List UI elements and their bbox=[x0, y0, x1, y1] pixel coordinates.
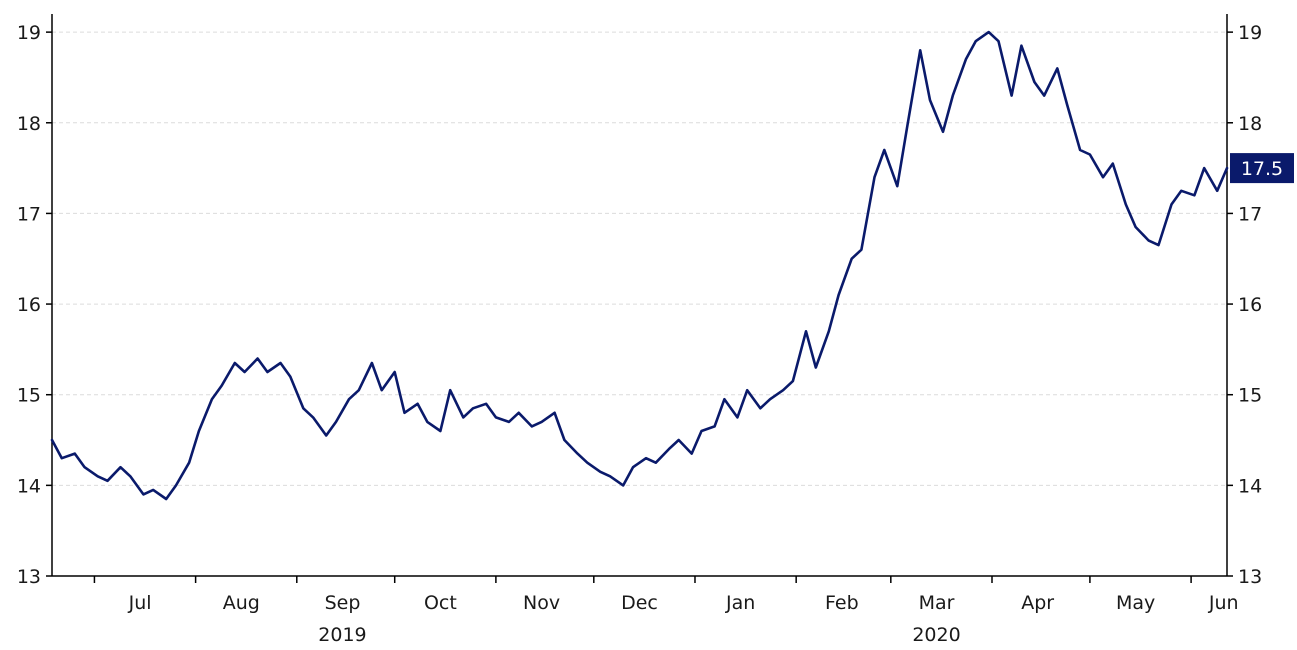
x-tick-label: Nov bbox=[523, 592, 560, 614]
y-tick-label-right: 18 bbox=[1238, 113, 1262, 135]
x-tick-label: Jul bbox=[128, 592, 152, 614]
y-tick-label-left: 13 bbox=[17, 566, 41, 588]
y-tick-label-left: 15 bbox=[17, 385, 41, 407]
x-tick-label: Oct bbox=[424, 592, 457, 614]
x-tick-label: May bbox=[1116, 592, 1155, 614]
last-value-label: 17.5 bbox=[1241, 158, 1283, 180]
x-tick-label: Dec bbox=[621, 592, 658, 614]
last-value-badge: 17.5 bbox=[1230, 153, 1294, 184]
x-tick-label: Feb bbox=[825, 592, 859, 614]
y-tick-label-right: 13 bbox=[1238, 566, 1262, 588]
y-tick-label-left: 16 bbox=[17, 294, 41, 316]
series-line bbox=[50, 30, 1229, 501]
last-value-badge-box bbox=[1230, 153, 1294, 184]
x-tick-label: Mar bbox=[919, 592, 955, 614]
x-tick-label: Apr bbox=[1021, 592, 1054, 614]
y-tick-label-left: 17 bbox=[17, 203, 41, 225]
y-tick-label-left: 18 bbox=[17, 113, 41, 135]
y-tick-label-right: 19 bbox=[1238, 22, 1262, 44]
year-label: 2019 bbox=[318, 624, 366, 646]
y-tick-label-left: 14 bbox=[17, 475, 41, 497]
y-tick-label-right: 14 bbox=[1238, 475, 1262, 497]
x-tick-label: Aug bbox=[223, 592, 260, 614]
x-axis: Jul Aug Sep Oct Nov Dec Jan Feb Mar Apr May Jun 2019… bbox=[93, 576, 1239, 646]
x-tick-label: Jun bbox=[1208, 592, 1239, 614]
y-tick-label-right: 16 bbox=[1238, 294, 1262, 316]
y-tick-label-right: 17 bbox=[1238, 203, 1262, 225]
year-label: 2020 bbox=[912, 624, 960, 646]
y-tick-label-left: 19 bbox=[17, 22, 41, 44]
x-tick-label: Jan bbox=[725, 592, 755, 614]
series-group bbox=[50, 30, 1229, 501]
y-tick-label-right: 15 bbox=[1238, 385, 1262, 407]
gridlines bbox=[52, 31, 1227, 486]
y-axis-left: 13 14 15 16 17 18 19 bbox=[17, 22, 52, 588]
x-tick-label: Sep bbox=[325, 592, 361, 614]
axes bbox=[51, 14, 1228, 577]
y-axis-right: 13 14 15 16 17 18 19 bbox=[1227, 22, 1262, 588]
